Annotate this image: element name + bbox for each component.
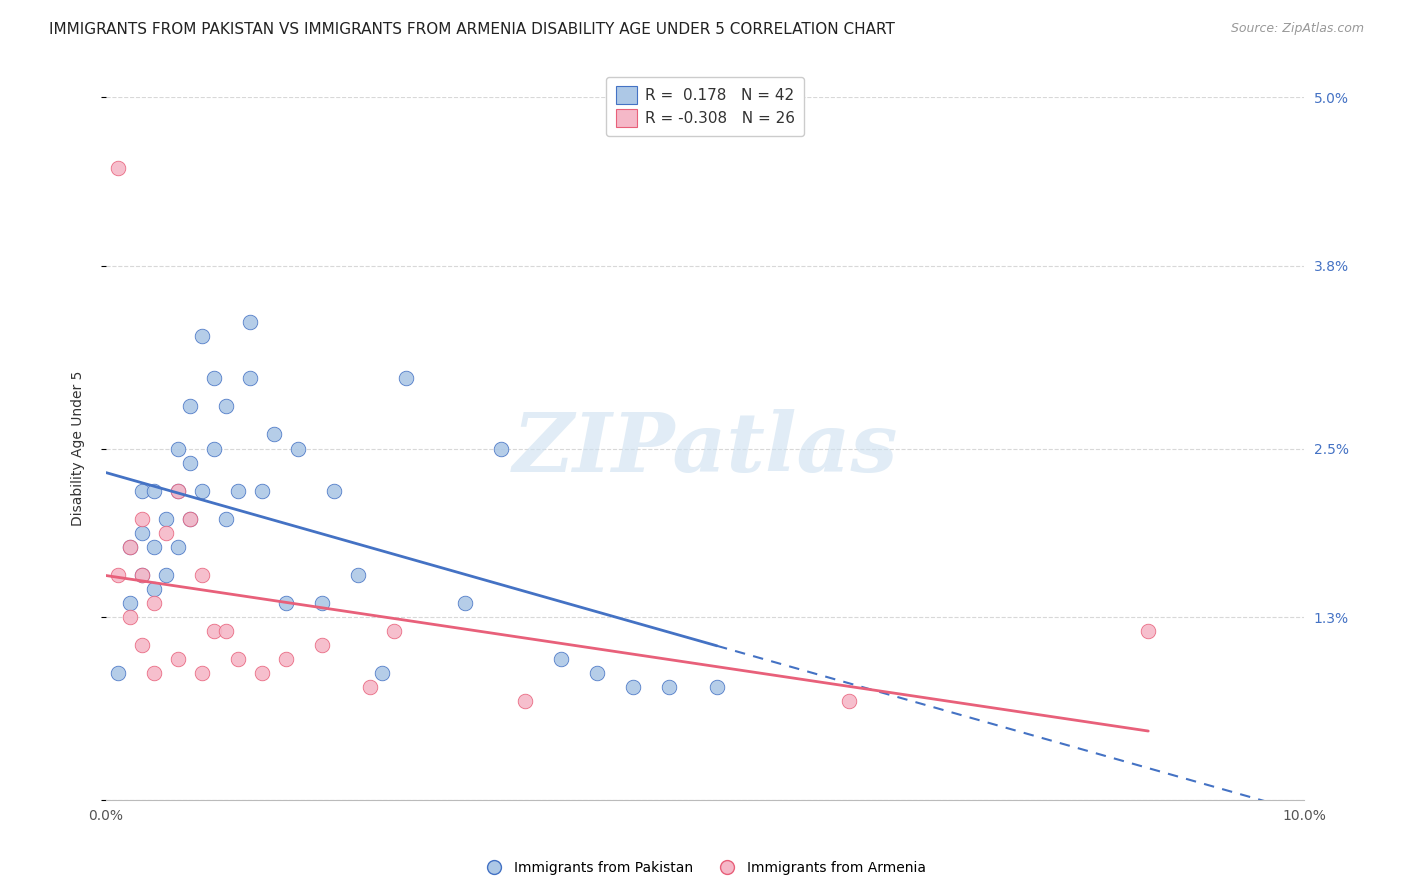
Point	[143, 540, 166, 554]
Text: Source: ZipAtlas.com: Source: ZipAtlas.com	[1230, 22, 1364, 36]
Text: ZIPatlas: ZIPatlas	[512, 409, 898, 489]
Legend: Immigrants from Pakistan, Immigrants from Armenia: Immigrants from Pakistan, Immigrants fro…	[475, 855, 931, 880]
Point	[191, 568, 214, 582]
Point	[155, 512, 177, 526]
Point	[394, 371, 416, 385]
Point	[155, 525, 177, 540]
Point	[215, 400, 238, 414]
Point	[143, 483, 166, 498]
Point	[179, 456, 201, 470]
Point	[107, 568, 129, 582]
Text: IMMIGRANTS FROM PAKISTAN VS IMMIGRANTS FROM ARMENIA DISABILITY AGE UNDER 5 CORRE: IMMIGRANTS FROM PAKISTAN VS IMMIGRANTS F…	[49, 22, 896, 37]
Point	[143, 666, 166, 681]
Point	[454, 596, 477, 610]
Point	[586, 666, 609, 681]
Point	[131, 525, 153, 540]
Point	[202, 624, 225, 639]
Point	[382, 624, 405, 639]
Point	[274, 596, 297, 610]
Point	[322, 483, 344, 498]
Point	[131, 638, 153, 652]
Point	[143, 596, 166, 610]
Point	[215, 624, 238, 639]
Point	[287, 442, 309, 456]
Point	[226, 652, 249, 666]
Point	[131, 568, 153, 582]
Point	[658, 681, 681, 695]
Point	[191, 329, 214, 343]
Y-axis label: Disability Age Under 5: Disability Age Under 5	[72, 371, 86, 526]
Point	[118, 610, 141, 624]
Point	[250, 483, 273, 498]
Point	[107, 666, 129, 681]
Point	[155, 568, 177, 582]
Point	[131, 483, 153, 498]
Point	[118, 540, 141, 554]
Point	[143, 582, 166, 596]
Point	[118, 540, 141, 554]
Point	[491, 442, 513, 456]
Point	[370, 666, 392, 681]
Legend: R =  0.178   N = 42, R = -0.308   N = 26: R = 0.178 N = 42, R = -0.308 N = 26	[606, 77, 804, 136]
Point	[621, 681, 644, 695]
Point	[359, 681, 381, 695]
Point	[167, 483, 190, 498]
Point	[191, 666, 214, 681]
Point	[179, 400, 201, 414]
Point	[202, 371, 225, 385]
Point	[838, 694, 860, 708]
Point	[263, 427, 285, 442]
Point	[706, 681, 728, 695]
Point	[107, 161, 129, 175]
Point	[1137, 624, 1160, 639]
Point	[550, 652, 572, 666]
Point	[191, 483, 214, 498]
Point	[167, 540, 190, 554]
Point	[346, 568, 368, 582]
Point	[131, 568, 153, 582]
Point	[226, 483, 249, 498]
Point	[167, 652, 190, 666]
Point	[179, 512, 201, 526]
Point	[179, 512, 201, 526]
Point	[515, 694, 537, 708]
Point	[311, 638, 333, 652]
Point	[239, 371, 262, 385]
Point	[250, 666, 273, 681]
Point	[215, 512, 238, 526]
Point	[239, 315, 262, 329]
Point	[202, 442, 225, 456]
Point	[167, 442, 190, 456]
Point	[118, 596, 141, 610]
Point	[274, 652, 297, 666]
Point	[131, 512, 153, 526]
Point	[311, 596, 333, 610]
Point	[167, 483, 190, 498]
